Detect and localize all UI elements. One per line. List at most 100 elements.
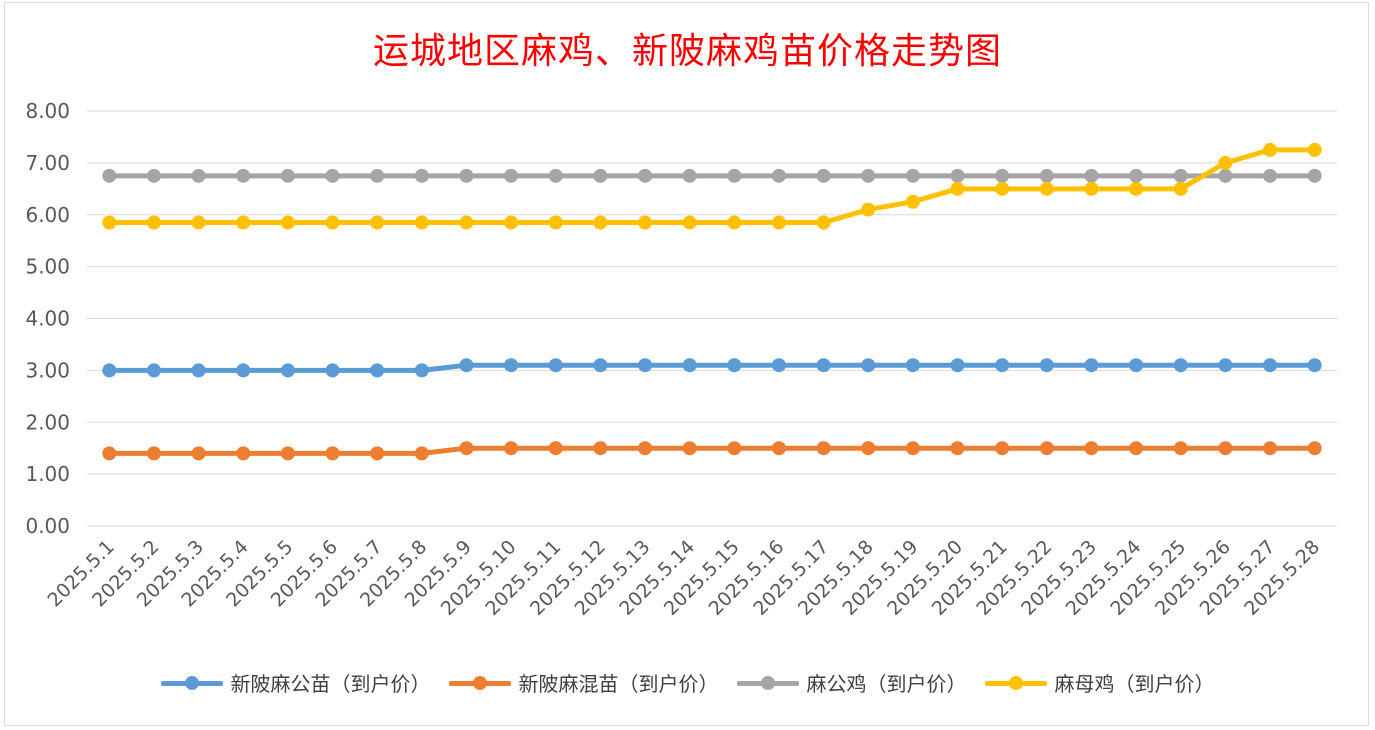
legend: 新陂麻公苗（到户价） 新陂麻混苗（到户价） 麻公鸡（到户价） 麻母鸡（到户价） <box>0 668 1375 697</box>
legend-item: 新陂麻混苗（到户价） <box>448 668 719 697</box>
data-point <box>771 215 786 230</box>
data-point <box>593 168 608 183</box>
series-3 <box>102 142 1322 230</box>
data-point <box>638 358 653 373</box>
data-point <box>548 441 563 456</box>
data-point <box>1263 142 1278 157</box>
data-point <box>191 446 206 461</box>
data-point <box>1129 168 1144 183</box>
data-point <box>102 215 117 230</box>
data-point <box>1218 168 1233 183</box>
data-point <box>459 168 474 183</box>
data-point <box>1173 168 1188 183</box>
data-point <box>1129 181 1144 196</box>
data-point <box>905 168 920 183</box>
legend-swatch <box>984 675 1047 690</box>
data-point <box>771 358 786 373</box>
data-point <box>1218 441 1233 456</box>
data-point <box>593 358 608 373</box>
data-point <box>1307 358 1322 373</box>
data-point <box>146 168 161 183</box>
data-point <box>995 181 1010 196</box>
data-point <box>727 358 742 373</box>
data-point <box>1173 181 1188 196</box>
data-point <box>504 168 519 183</box>
y-tick-label: 0.00 <box>25 514 70 538</box>
data-point <box>459 441 474 456</box>
data-point <box>638 441 653 456</box>
data-point <box>905 441 920 456</box>
data-point <box>682 168 697 183</box>
data-point <box>950 168 965 183</box>
data-point <box>1039 441 1054 456</box>
data-point <box>146 363 161 378</box>
data-point <box>861 168 876 183</box>
data-point <box>236 363 251 378</box>
data-point <box>191 215 206 230</box>
data-point <box>995 441 1010 456</box>
data-point <box>280 215 295 230</box>
data-point <box>1084 168 1099 183</box>
data-point <box>236 446 251 461</box>
data-point <box>593 215 608 230</box>
y-tick-label: 7.00 <box>25 151 70 175</box>
legend-label: 麻公鸡（到户价） <box>806 672 967 696</box>
data-point <box>414 168 429 183</box>
data-point <box>682 441 697 456</box>
y-tick-label: 4.00 <box>25 307 70 331</box>
data-point <box>682 358 697 373</box>
data-point <box>1218 358 1233 373</box>
data-point <box>459 358 474 373</box>
legend-label: 麻母鸡（到户价） <box>1054 672 1215 696</box>
legend-item: 新陂麻公苗（到户价） <box>160 668 431 697</box>
data-point <box>1129 358 1144 373</box>
data-point <box>370 363 385 378</box>
data-point <box>414 215 429 230</box>
data-point <box>1129 441 1144 456</box>
data-point <box>548 168 563 183</box>
data-point <box>146 215 161 230</box>
data-point <box>414 363 429 378</box>
data-point <box>191 363 206 378</box>
legend-item: 麻母鸡（到户价） <box>984 668 1215 697</box>
y-tick-label: 6.00 <box>25 203 70 227</box>
data-point <box>816 168 831 183</box>
data-point <box>236 215 251 230</box>
data-point <box>727 168 742 183</box>
data-point <box>861 441 876 456</box>
data-point <box>102 363 117 378</box>
data-point <box>1173 358 1188 373</box>
data-point <box>771 168 786 183</box>
data-point <box>1039 358 1054 373</box>
legend-swatch <box>736 675 799 690</box>
y-tick-label: 1.00 <box>25 462 70 486</box>
data-point <box>236 168 251 183</box>
data-point <box>727 215 742 230</box>
data-point <box>638 215 653 230</box>
series-2 <box>102 168 1322 183</box>
data-point <box>727 441 742 456</box>
legend-swatch <box>160 675 223 690</box>
legend-swatch <box>448 675 511 690</box>
data-point <box>1263 441 1278 456</box>
data-point <box>1263 168 1278 183</box>
data-point <box>459 215 474 230</box>
data-point <box>1218 155 1233 170</box>
gridlines <box>87 110 1337 527</box>
data-point <box>1039 181 1054 196</box>
data-point <box>905 194 920 209</box>
legend-swatch-marker <box>472 675 487 690</box>
data-point <box>1039 168 1054 183</box>
data-point <box>1307 441 1322 456</box>
series-line <box>106 445 1318 456</box>
data-point <box>325 446 340 461</box>
data-point <box>1084 358 1099 373</box>
data-point <box>682 215 697 230</box>
series-1 <box>102 441 1322 461</box>
data-point <box>1307 168 1322 183</box>
data-point <box>950 181 965 196</box>
y-axis-ticks: 0.00 1.00 2.00 3.00 4.00 5.00 6.00 7.00 8.00 <box>25 99 70 538</box>
legend-swatch-marker <box>760 675 775 690</box>
data-point <box>370 446 385 461</box>
